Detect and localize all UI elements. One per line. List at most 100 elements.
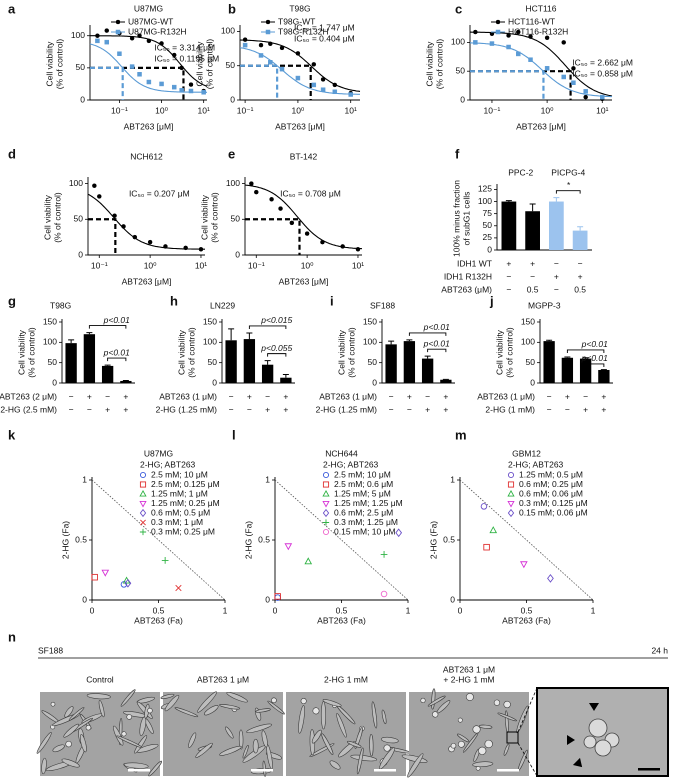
significance-bracket — [585, 363, 605, 367]
condition-label: 2-HG (1.25 mM) — [316, 404, 378, 414]
x-tick-label: 0.5 — [336, 605, 348, 615]
condition-mark: − — [506, 284, 511, 294]
cell — [242, 744, 249, 759]
y-tick-label: 0 — [235, 249, 240, 259]
y-axis-label: 2-HG (Fa) — [60, 521, 70, 559]
condition-mark: + — [443, 404, 448, 414]
arrowhead — [572, 757, 583, 768]
condition-mark: + — [407, 391, 412, 401]
legend-marker — [322, 519, 330, 526]
legend-marker — [139, 500, 147, 508]
y-tick-label: 0 — [460, 94, 465, 104]
condition-mark: 0.5 — [527, 284, 539, 294]
condition-mark: − — [554, 284, 559, 294]
cell — [50, 701, 56, 707]
data-point — [268, 41, 273, 47]
x-axis-label: ABT263 (Fa) — [134, 615, 183, 625]
data-point — [506, 44, 511, 50]
y-axis-label: (% of control) — [52, 192, 62, 243]
error-bar — [264, 360, 271, 365]
legend-marker — [322, 489, 330, 497]
data-point — [519, 561, 528, 569]
bar — [403, 341, 416, 383]
data-point — [320, 77, 326, 82]
y-tick-label: 50 — [483, 220, 493, 230]
cell — [148, 760, 163, 777]
cell — [134, 735, 148, 754]
cell — [369, 733, 374, 757]
legend-label: T98G-WT — [278, 16, 315, 26]
y-tick-label: 50 — [74, 214, 84, 224]
data-point — [95, 38, 100, 44]
x-axis-label: ABT263 [μM] — [516, 121, 566, 131]
cell — [86, 693, 111, 700]
y-tick-label: 1 — [450, 474, 455, 484]
panel-label: k — [8, 427, 16, 442]
error-bar — [388, 340, 395, 345]
condition-mark: − — [87, 404, 92, 414]
y-tick-label: 100 — [71, 30, 85, 40]
panel-label: h — [170, 293, 178, 308]
data-point — [242, 42, 248, 48]
condition-label: ABT263 (μM) — [441, 284, 492, 294]
y-axis-label: (% of control) — [434, 39, 444, 90]
y-axis-label: Cell viability — [494, 329, 504, 375]
x-axis-label: ABT263 [μM] — [124, 121, 174, 131]
x-axis-label: ABT263 (Fa) — [502, 615, 551, 625]
cell — [381, 709, 387, 725]
y-axis-label: Cell viability — [199, 194, 209, 240]
legend-label: 0.3 mM; 1.25 μM — [334, 517, 398, 527]
significance-bracket — [427, 348, 447, 353]
arrowhead — [567, 735, 575, 745]
condition-mark: − — [69, 404, 74, 414]
data-point — [544, 35, 550, 41]
condition-mark: − — [247, 404, 252, 414]
error-bar — [282, 373, 289, 378]
data-point — [171, 84, 177, 90]
ic50-annotation: IC₅₀ = 2.662 μM — [572, 57, 633, 67]
condition-mark: − — [265, 391, 270, 401]
significance-label: p<0.055 — [260, 343, 292, 353]
x-tick-label: 10⁰ — [291, 105, 304, 115]
x-tick-label: 0.5 — [153, 605, 165, 615]
panel-label: e — [228, 146, 235, 161]
data-point — [600, 94, 605, 100]
x-tick-label: 10⁻¹ — [237, 105, 254, 115]
cell — [225, 726, 234, 739]
cell — [195, 742, 213, 758]
cell — [68, 707, 85, 721]
condition-mark: − — [583, 391, 588, 401]
legend-title: 2-HG; ABT263 — [323, 459, 379, 469]
legend-marker — [139, 508, 147, 518]
x-axis-label: ABT263 [μM] — [122, 276, 172, 286]
bar — [243, 339, 256, 383]
legend-label: 1.25 mM; 1 μM — [151, 488, 208, 498]
data-point — [183, 245, 188, 251]
legend-title: 2-HG; ABT263 — [508, 459, 564, 469]
legend-label: 0.6 mM; 0.06 μM — [519, 488, 583, 498]
panel-label: l — [232, 427, 236, 442]
data-point — [348, 92, 353, 97]
chart-title: BT-142 — [290, 151, 318, 161]
cell — [458, 740, 465, 748]
condition-mark: − — [229, 404, 234, 414]
data-point — [340, 244, 345, 249]
significance-bracket — [248, 325, 287, 329]
significance-bracket — [88, 325, 127, 329]
error-bar — [553, 197, 560, 202]
micrograph — [401, 688, 529, 778]
data-point — [295, 75, 301, 81]
bar — [83, 334, 96, 383]
caption: 2-HG 1 mM — [324, 674, 368, 684]
data-point — [104, 28, 110, 33]
condition-mark: − — [389, 391, 394, 401]
significance-bracket — [408, 332, 447, 336]
bar — [101, 365, 114, 383]
chart-title: NCH612 — [130, 151, 163, 161]
condition-mark: + — [578, 271, 583, 281]
cell — [116, 735, 143, 748]
data-point — [304, 231, 310, 236]
cell — [188, 732, 197, 748]
condition-label: ABT263 (2 μM) — [0, 391, 57, 401]
